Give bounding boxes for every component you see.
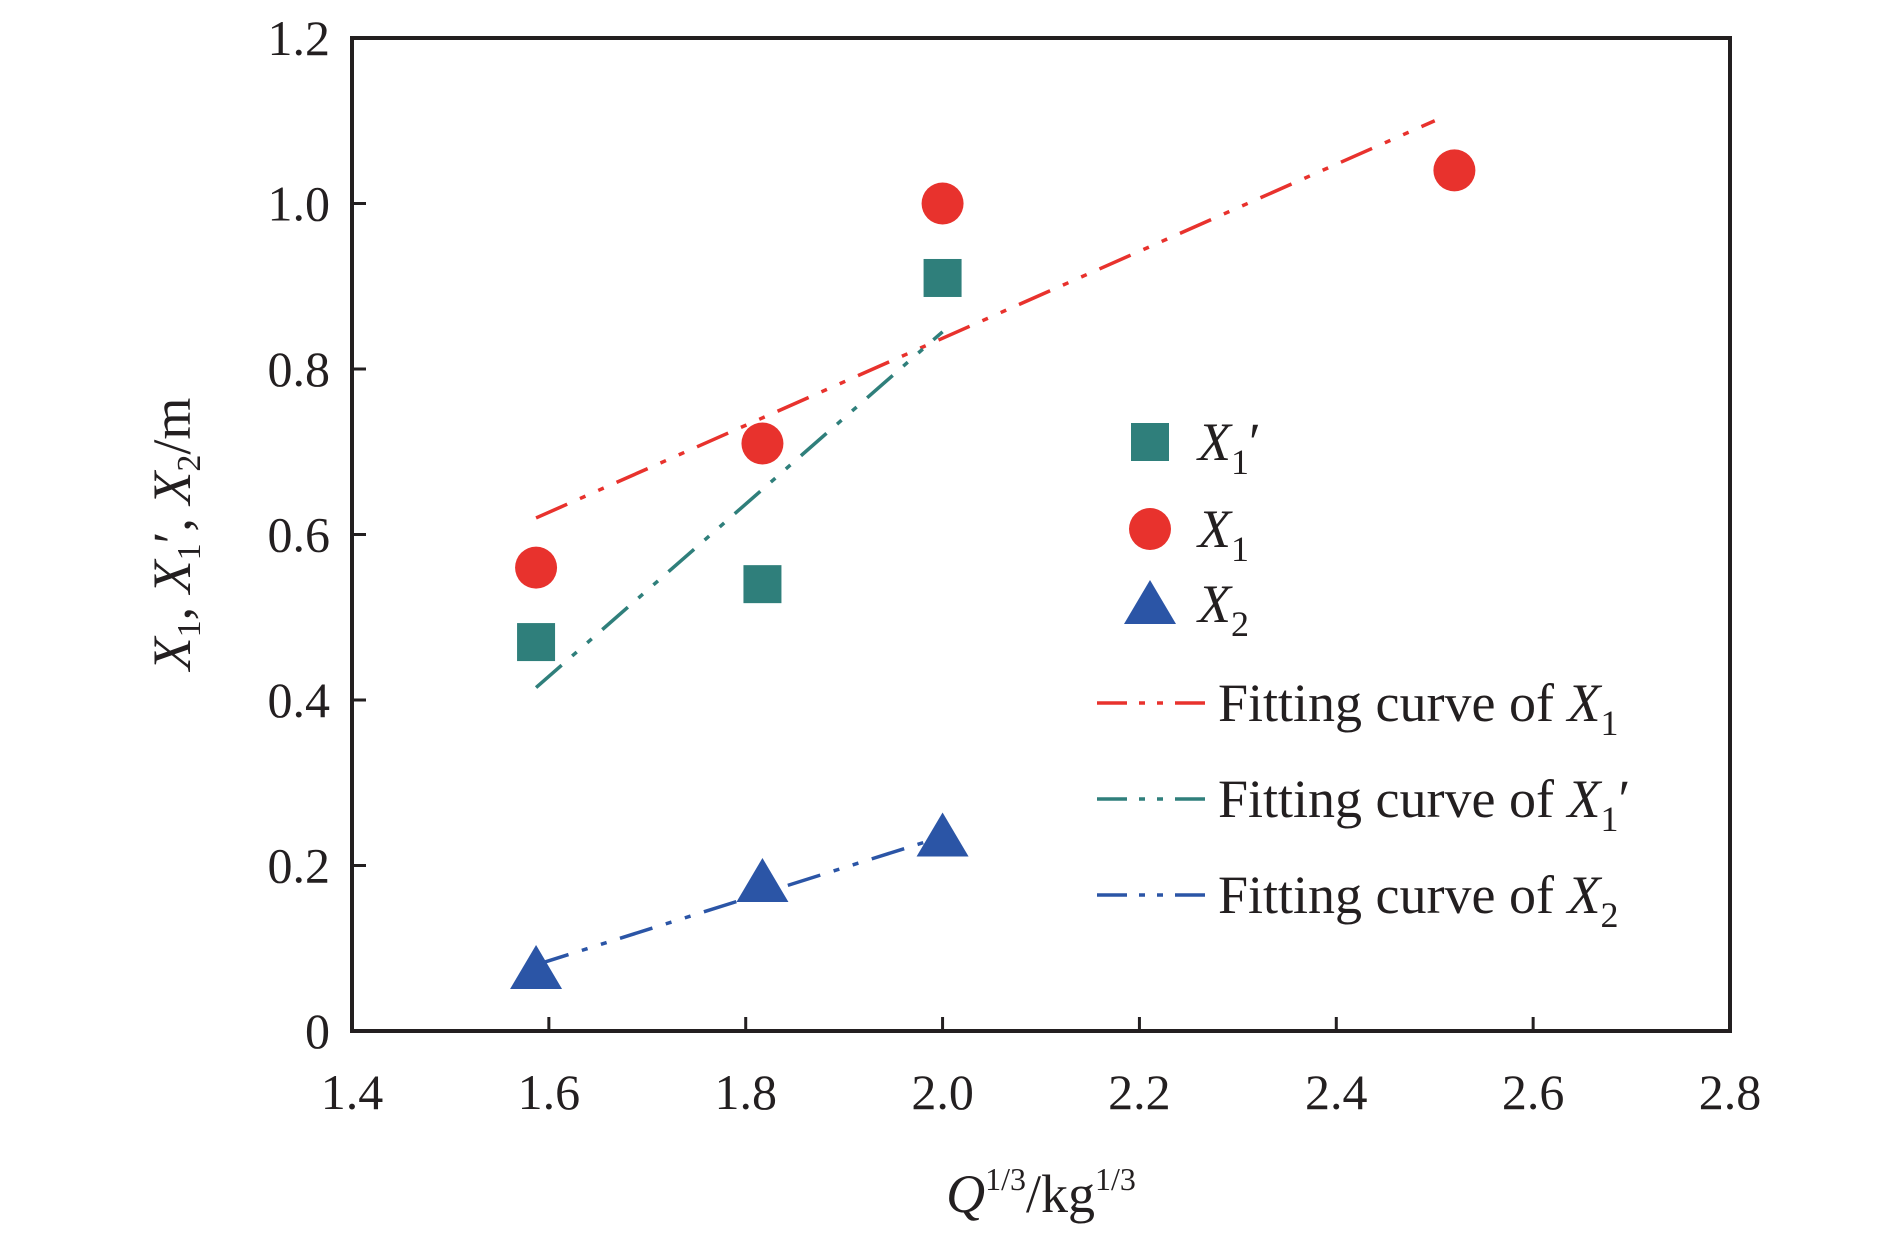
y-label-sub-2: 1 — [171, 543, 208, 560]
x1-point — [921, 182, 964, 225]
y-tick-label: 0 — [305, 1003, 330, 1059]
legend-label-x2-var: X — [1196, 574, 1233, 634]
x2-point — [916, 812, 969, 857]
legend-label-fit-x1p-prime: ′ — [1618, 769, 1630, 829]
x2-point — [510, 944, 563, 989]
legend-prefix-fit-x1: Fitting curve of — [1218, 673, 1567, 733]
legend-marker-x2 — [1124, 580, 1176, 624]
legend-label-fit-x1-sub: 1 — [1600, 703, 1618, 743]
y-axis-title: X1, X1′, X2/m — [142, 398, 208, 673]
legend-label-x1p-prime: ′ — [1249, 412, 1261, 472]
y-label-unit: /m — [142, 398, 202, 455]
legend-label-x1-var: X — [1196, 499, 1233, 559]
y-label-sep-2: , — [142, 505, 202, 532]
y-tick-label: 0.6 — [268, 507, 331, 563]
legend-label-fit-x1: Fitting curve of X1 — [1218, 673, 1618, 743]
legend-item-x1p: X1′ — [1131, 412, 1261, 482]
legend-label-x2-sub: 2 — [1231, 604, 1249, 644]
x-axis-var: Q — [946, 1164, 985, 1224]
legend-label-fit-x1p-var: X — [1565, 769, 1602, 829]
y-tick-label: 1.0 — [268, 176, 331, 232]
legend-label-x2: X2 — [1196, 574, 1249, 644]
legend-prefix-fit-x1p: Fitting curve of — [1218, 769, 1567, 829]
x-tick-label: 2.4 — [1305, 1064, 1368, 1120]
legend-label-fit-x2: Fitting curve of X2 — [1218, 865, 1618, 935]
x-tick-label: 1.8 — [714, 1064, 777, 1120]
legend-item-fit-x1: Fitting curve of X1 — [1097, 673, 1618, 743]
y-label-x2: X — [142, 470, 202, 507]
legend-label-x1p-sub: 1 — [1231, 442, 1249, 482]
fit-x1-line — [535, 119, 1436, 520]
legend-item-x2: X2 — [1124, 574, 1249, 644]
x-tick-label: 2.6 — [1502, 1064, 1565, 1120]
x1-point — [1433, 149, 1476, 192]
x-axis-unit: /kg — [1026, 1164, 1095, 1224]
fit-x2-line — [535, 834, 944, 967]
y-tick-label: 1.2 — [268, 10, 331, 66]
legend-label-x1p-var: X — [1196, 412, 1233, 472]
y-tick-label: 0.2 — [268, 838, 331, 894]
x1-point — [741, 422, 784, 465]
x1p-point — [743, 565, 782, 604]
x-axis-title: Q1/3/kg1/3 — [946, 1161, 1136, 1224]
x2-point — [736, 858, 789, 903]
x-tick-label: 1.6 — [518, 1064, 581, 1120]
x-tick-label: 2.8 — [1699, 1064, 1762, 1120]
x-axis-var-sup: 1/3 — [985, 1161, 1026, 1197]
legend-label-fit-x2-sub: 2 — [1600, 895, 1618, 935]
x1-point — [515, 546, 558, 589]
legend-item-fit-x2: Fitting curve of X2 — [1097, 865, 1618, 935]
legend-item-x1: X1 — [1129, 499, 1249, 569]
legend-marker-x1 — [1129, 508, 1171, 550]
x-tick-label: 1.4 — [321, 1064, 384, 1120]
x1p-point — [517, 623, 556, 662]
x1p-point — [923, 258, 962, 297]
legend-prefix-fit-x2: Fitting curve of — [1218, 865, 1567, 925]
x-axis-unit-sup: 1/3 — [1095, 1161, 1136, 1197]
data-markers — [510, 149, 1476, 989]
y-label-sep-1: , — [142, 593, 202, 620]
legend-label-fit-x2-var: X — [1565, 865, 1602, 925]
fit-x1p-line — [534, 330, 944, 689]
x-tick-label: 2.0 — [911, 1064, 974, 1120]
legend-marker-x1p — [1131, 423, 1169, 461]
legend-label-fit-x1p-sub: 1 — [1600, 799, 1618, 839]
y-label-x1p: X — [142, 558, 202, 595]
legend-label-fit-x1p: Fitting curve of X1′ — [1218, 769, 1630, 839]
legend-label-fit-x1-var: X — [1565, 673, 1602, 733]
y-tick-label: 0.4 — [268, 672, 331, 728]
y-label-sub-3: 2 — [171, 455, 208, 472]
y-label-sub-1: 1 — [171, 620, 208, 637]
y-tick-label: 0.8 — [268, 341, 331, 397]
fit-lines — [534, 119, 1436, 967]
y-label-x1: X — [142, 635, 202, 672]
axis-ticks: 1.4 1.6 1.8 2.0 2.2 2.4 2.6 2.8 0 0.2 0.4 0.6 0.8 1.0… — [268, 10, 1762, 1120]
legend-item-fit-x1p: Fitting curve of X1′ — [1097, 769, 1630, 839]
x-tick-label: 2.2 — [1108, 1064, 1171, 1120]
legend-label-x1: X1 — [1196, 499, 1249, 569]
legend-label-x1-sub: 1 — [1231, 529, 1249, 569]
legend-label-x1p: X1′ — [1196, 412, 1261, 482]
y-label-prime: ′ — [142, 532, 202, 544]
